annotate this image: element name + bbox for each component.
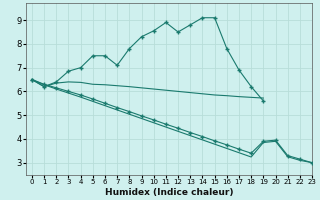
X-axis label: Humidex (Indice chaleur): Humidex (Indice chaleur) [105, 188, 233, 197]
